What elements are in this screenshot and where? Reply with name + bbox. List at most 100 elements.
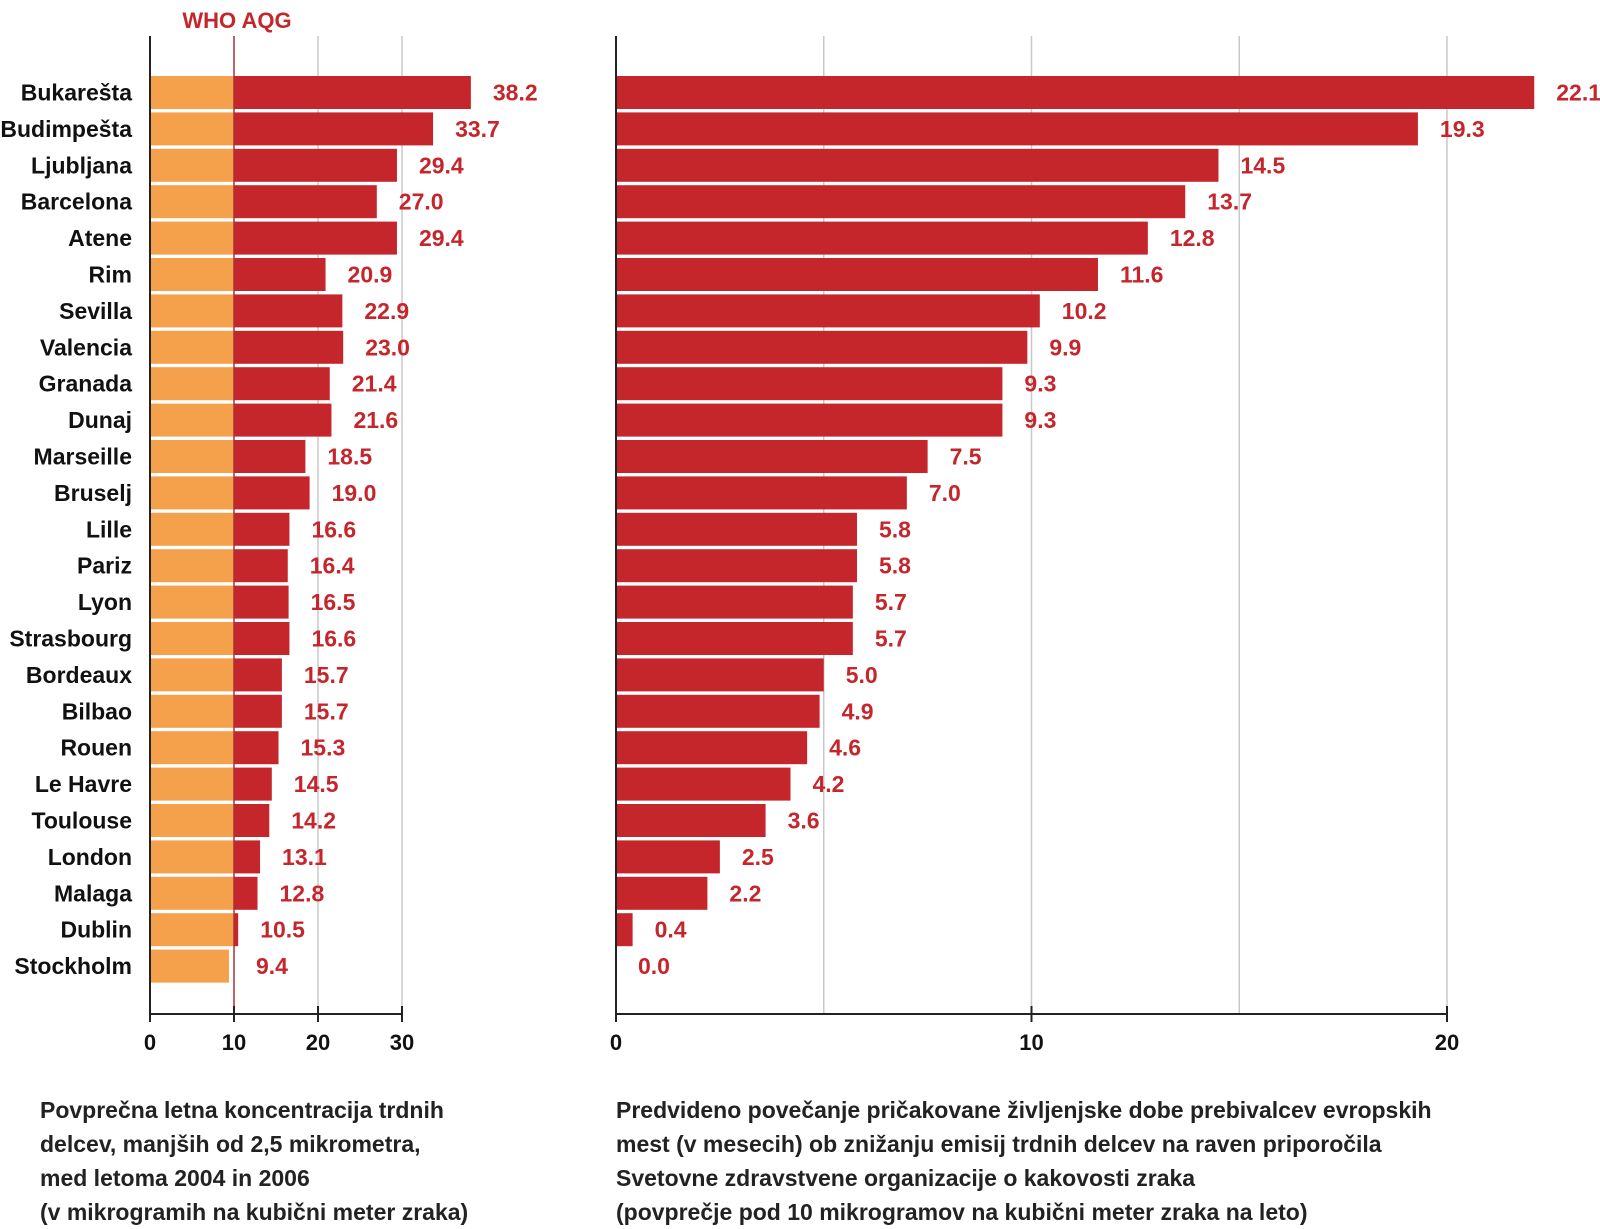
- value-label: 4.9: [842, 698, 874, 724]
- category-label: Pariz: [77, 553, 132, 579]
- left-chart-caption: Povprečna letna koncentracija trdnih del…: [40, 1093, 468, 1229]
- value-label: 9.9: [1049, 334, 1081, 360]
- bar-segment-below-limit: [150, 148, 234, 182]
- category-label: Lyon: [78, 589, 132, 615]
- value-label: 27.0: [399, 189, 444, 215]
- bar: [616, 112, 1418, 146]
- caption-line: delcev, manjših od 2,5 mikrometra,: [40, 1131, 421, 1157]
- value-label: 12.8: [280, 880, 325, 906]
- value-label: 29.4: [419, 152, 464, 178]
- category-label: Bordeaux: [26, 662, 132, 688]
- category-label: Le Havre: [35, 771, 132, 797]
- value-label: 7.0: [929, 480, 961, 506]
- bar: [616, 694, 820, 728]
- bar: [616, 367, 1003, 401]
- bar-segment-below-limit: [150, 294, 234, 328]
- bar-segment-below-limit: [150, 185, 234, 219]
- bar-segment-below-limit: [150, 694, 234, 728]
- right-chart-life-expectancy: 22.1 19.3 14.5 13.7 12.811.6 10.2 9.9 9.3 9.3 7.5…: [610, 36, 1600, 1055]
- bar-segment-above-limit: [234, 148, 397, 182]
- value-label: 23.0: [365, 334, 410, 360]
- category-label: Valencia: [40, 334, 132, 360]
- value-label: 10.5: [260, 917, 305, 943]
- category-label: Rim: [89, 262, 132, 288]
- bar-segment-below-limit: [150, 767, 234, 801]
- bar-segment-below-limit: [150, 258, 234, 291]
- bar-segment-above-limit: [234, 804, 270, 837]
- bar-segment-above-limit: [234, 549, 288, 583]
- bar-segment-above-limit: [234, 876, 258, 910]
- bar-segment-above-limit: [234, 221, 397, 255]
- category-label: Marseille: [34, 444, 132, 470]
- bar: [616, 804, 766, 837]
- category-label: Dublin: [60, 917, 132, 943]
- category-label: Budimpešta: [0, 116, 132, 142]
- category-label: Rouen: [60, 735, 132, 761]
- value-label: 2.2: [729, 880, 761, 906]
- value-label: 19.3: [1440, 116, 1485, 142]
- bar-segment-below-limit: [150, 658, 234, 692]
- bar: [616, 221, 1148, 255]
- value-label: 16.5: [311, 589, 356, 615]
- bar: [616, 658, 824, 692]
- caption-line: (povprečje pod 10 mikrogramov na kubični…: [616, 1199, 1308, 1225]
- value-label: 11.6: [1120, 262, 1164, 288]
- bar: [616, 767, 791, 801]
- bar: [616, 476, 907, 510]
- caption-line: Povprečna letna koncentracija trdnih: [40, 1097, 444, 1123]
- value-label: 2.5: [742, 844, 774, 870]
- value-label: 14.5: [1240, 152, 1285, 178]
- bar: [616, 185, 1186, 219]
- caption-line: mest (v mesecih) ob znižanju emisij trdn…: [616, 1131, 1382, 1157]
- x-tick-label: 10: [222, 1030, 246, 1055]
- category-label: Bukarešta: [21, 80, 132, 106]
- value-label: 14.5: [294, 771, 339, 797]
- x-tick-label: 10: [1019, 1030, 1043, 1055]
- bar-segment-above-limit: [234, 330, 344, 364]
- x-tick-label: 20: [1435, 1030, 1459, 1055]
- x-tick-label: 20: [306, 1030, 330, 1055]
- category-label: Malaga: [54, 880, 132, 906]
- bar-segment-above-limit: [234, 440, 306, 473]
- bar-segment-below-limit: [150, 731, 234, 765]
- category-label: Atene: [68, 225, 132, 251]
- bar: [616, 913, 633, 947]
- value-label: 10.2: [1062, 298, 1107, 324]
- category-label: Lille: [86, 516, 132, 542]
- bar-segment-below-limit: [150, 876, 234, 910]
- value-label: 12.8: [1170, 225, 1215, 251]
- value-label: 5.8: [879, 553, 911, 579]
- bar-segment-below-limit: [150, 330, 234, 364]
- value-label: 21.4: [352, 371, 397, 397]
- bar-segment-above-limit: [234, 185, 377, 219]
- bar-segment-above-limit: [234, 367, 330, 401]
- value-label: 16.6: [311, 516, 356, 542]
- value-label: 5.7: [875, 589, 907, 615]
- bar-segment-above-limit: [234, 585, 289, 619]
- value-label: 7.5: [950, 444, 982, 470]
- who-aqg-label: WHO AQG: [182, 8, 291, 33]
- category-label: London: [48, 844, 132, 870]
- bar-segment-above-limit: [234, 767, 272, 801]
- bar-segment-below-limit: [150, 804, 234, 837]
- bar-segment-above-limit: [234, 76, 471, 109]
- x-tick-label: 30: [390, 1030, 414, 1055]
- x-tick-label: 0: [610, 1030, 622, 1055]
- value-label: 4.2: [813, 771, 845, 797]
- value-label: 3.6: [788, 808, 820, 834]
- bar-segment-above-limit: [234, 112, 434, 146]
- bar: [616, 148, 1219, 182]
- bar-segment-below-limit: [150, 403, 234, 437]
- value-label: 29.4: [419, 225, 464, 251]
- bar-segment-above-limit: [234, 294, 343, 328]
- category-label: Ljubljana: [31, 152, 132, 178]
- bar-segment-below-limit: [150, 622, 234, 655]
- value-label: 16.6: [311, 626, 356, 652]
- bar: [616, 294, 1040, 328]
- value-label: 13.1: [282, 844, 327, 870]
- value-label: 5.0: [846, 662, 878, 688]
- value-label: 19.0: [332, 480, 377, 506]
- bar: [616, 403, 1003, 437]
- bar-segment-below-limit: [150, 549, 234, 583]
- category-label: Sevilla: [59, 298, 132, 324]
